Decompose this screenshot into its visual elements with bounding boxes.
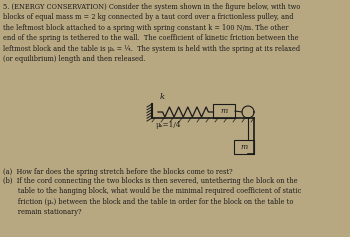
Text: μₖ=1/4: μₖ=1/4: [156, 121, 182, 129]
Text: (a)  How far does the spring stretch before the blocks come to rest?: (a) How far does the spring stretch befo…: [3, 168, 233, 176]
Text: 5. (ENERGY CONSERVATION) Consider the system shown in the figure below, with two: 5. (ENERGY CONSERVATION) Consider the sy…: [3, 3, 300, 63]
Text: m: m: [240, 143, 248, 151]
Bar: [234, 140, 254, 154]
Bar: [213, 104, 235, 118]
Text: k: k: [160, 93, 165, 101]
Text: (b)  If the cord connecting the two blocks is then severed, untethering the bloc: (b) If the cord connecting the two block…: [3, 177, 301, 216]
Text: m: m: [220, 107, 228, 115]
